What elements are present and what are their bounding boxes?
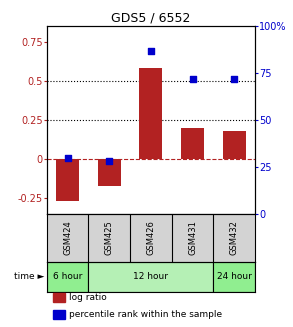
Point bbox=[65, 155, 70, 160]
Point bbox=[190, 76, 195, 81]
Bar bbox=[53, 310, 64, 319]
Text: GSM431: GSM431 bbox=[188, 220, 197, 255]
Bar bbox=[98, 159, 121, 186]
Point bbox=[107, 159, 112, 164]
Bar bbox=[213, 262, 255, 292]
Point bbox=[149, 48, 153, 53]
Text: 24 hour: 24 hour bbox=[217, 272, 252, 281]
Text: GSM432: GSM432 bbox=[230, 220, 239, 255]
Bar bbox=[139, 68, 162, 159]
Bar bbox=[56, 159, 79, 201]
Text: log ratio: log ratio bbox=[69, 293, 106, 302]
Text: GSM426: GSM426 bbox=[146, 220, 155, 255]
Point bbox=[232, 76, 236, 81]
Title: GDS5 / 6552: GDS5 / 6552 bbox=[111, 12, 190, 25]
Bar bbox=[47, 262, 88, 292]
Bar bbox=[53, 293, 64, 302]
Text: GSM424: GSM424 bbox=[63, 221, 72, 255]
Bar bbox=[181, 128, 204, 159]
Text: 12 hour: 12 hour bbox=[133, 272, 168, 281]
Text: GSM425: GSM425 bbox=[105, 221, 114, 255]
Text: time ►: time ► bbox=[14, 272, 45, 281]
Text: percentile rank within the sample: percentile rank within the sample bbox=[69, 310, 222, 319]
Bar bbox=[223, 131, 246, 159]
Text: 6 hour: 6 hour bbox=[53, 272, 82, 281]
Bar bbox=[88, 262, 213, 292]
